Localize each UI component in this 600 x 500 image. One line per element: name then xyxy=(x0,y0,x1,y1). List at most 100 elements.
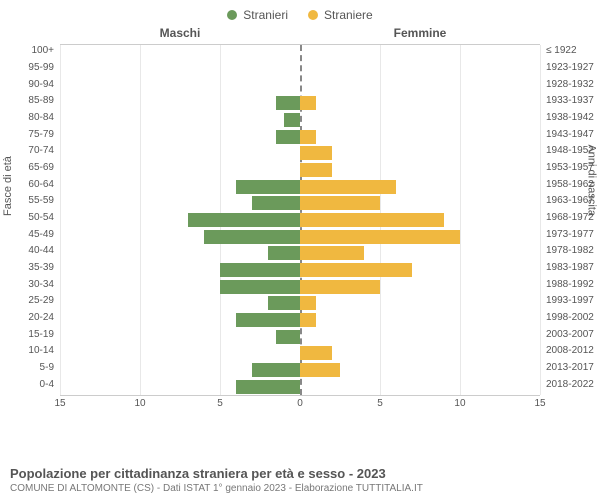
bar-male xyxy=(188,213,300,227)
bar-male xyxy=(284,113,300,127)
bar-wrap-male xyxy=(60,113,300,127)
age-label: 5-9 xyxy=(40,363,60,373)
legend-label-male: Stranieri xyxy=(243,8,288,22)
bar-female xyxy=(300,346,332,360)
bar-wrap-male xyxy=(60,230,300,244)
pyramid-row: 5-92013-2017 xyxy=(60,363,540,377)
bar-wrap-male xyxy=(60,196,300,210)
age-label: 10-14 xyxy=(28,346,60,356)
bar-wrap-female xyxy=(300,63,540,77)
pyramid-row: 90-941928-1932 xyxy=(60,80,540,94)
bar-wrap-female xyxy=(300,130,540,144)
pyramid-row: 60-641958-1962 xyxy=(60,180,540,194)
x-tick: 5 xyxy=(377,398,383,409)
legend: Stranieri Straniere xyxy=(0,0,600,26)
pyramid-row: 50-541968-1972 xyxy=(60,213,540,227)
legend-item-female: Straniere xyxy=(308,8,373,22)
bar-wrap-female xyxy=(300,280,540,294)
plot: 100+≤ 192295-991923-192790-941928-193285… xyxy=(60,44,540,396)
bar-wrap-female xyxy=(300,363,540,377)
bar-female xyxy=(300,363,340,377)
birth-year-label: 2018-2022 xyxy=(540,380,594,390)
bar-female xyxy=(300,230,460,244)
bar-female xyxy=(300,163,332,177)
bar-wrap-male xyxy=(60,296,300,310)
bar-wrap-female xyxy=(300,313,540,327)
bar-male xyxy=(252,196,300,210)
age-label: 80-84 xyxy=(28,113,60,123)
bar-wrap-female xyxy=(300,146,540,160)
bar-wrap-female xyxy=(300,346,540,360)
chart-title: Popolazione per cittadinanza straniera p… xyxy=(10,466,423,481)
pyramid-row: 85-891933-1937 xyxy=(60,96,540,110)
birth-year-label: 1943-1947 xyxy=(540,130,594,140)
bar-wrap-female xyxy=(300,296,540,310)
bar-female xyxy=(300,180,396,194)
bar-wrap-male xyxy=(60,313,300,327)
bar-female xyxy=(300,146,332,160)
pyramid-row: 30-341988-1992 xyxy=(60,280,540,294)
bar-female xyxy=(300,213,444,227)
pyramid-row: 65-691953-1957 xyxy=(60,163,540,177)
age-label: 0-4 xyxy=(40,380,60,390)
column-header-female: Femmine xyxy=(394,26,447,40)
bar-wrap-male xyxy=(60,380,300,394)
age-label: 40-44 xyxy=(28,246,60,256)
birth-year-label: 1933-1937 xyxy=(540,96,594,106)
pyramid-row: 15-192003-2007 xyxy=(60,330,540,344)
birth-year-label: 1998-2002 xyxy=(540,313,594,323)
age-label: 65-69 xyxy=(28,163,60,173)
bar-male xyxy=(276,330,300,344)
birth-year-label: 2013-2017 xyxy=(540,363,594,373)
birth-year-label: 1948-1952 xyxy=(540,146,594,156)
column-header-male: Maschi xyxy=(160,26,201,40)
pyramid-row: 80-841938-1942 xyxy=(60,113,540,127)
x-axis: 15105051015 xyxy=(60,398,540,416)
pyramid-row: 0-42018-2022 xyxy=(60,380,540,394)
bar-wrap-female xyxy=(300,196,540,210)
birth-year-label: 1993-1997 xyxy=(540,296,594,306)
bar-wrap-female xyxy=(300,330,540,344)
pyramid-row: 95-991923-1927 xyxy=(60,63,540,77)
bar-wrap-male xyxy=(60,363,300,377)
bar-wrap-male xyxy=(60,130,300,144)
age-label: 30-34 xyxy=(28,280,60,290)
age-label: 20-24 xyxy=(28,313,60,323)
age-label: 15-19 xyxy=(28,330,60,340)
bar-male xyxy=(268,246,300,260)
bar-male xyxy=(220,263,300,277)
chart-area: Maschi Femmine 100+≤ 192295-991923-19279… xyxy=(60,26,540,426)
bar-wrap-male xyxy=(60,330,300,344)
age-label: 45-49 xyxy=(28,230,60,240)
birth-year-label: ≤ 1922 xyxy=(540,46,577,56)
bar-wrap-male xyxy=(60,46,300,60)
birth-year-label: 1928-1932 xyxy=(540,80,594,90)
bar-wrap-female xyxy=(300,46,540,60)
bar-wrap-female xyxy=(300,113,540,127)
birth-year-label: 1963-1967 xyxy=(540,196,594,206)
age-label: 90-94 xyxy=(28,80,60,90)
footer: Popolazione per cittadinanza straniera p… xyxy=(10,466,423,494)
x-tick: 15 xyxy=(54,398,65,409)
bar-wrap-female xyxy=(300,163,540,177)
bar-wrap-female xyxy=(300,380,540,394)
bar-male xyxy=(276,130,300,144)
age-label: 35-39 xyxy=(28,263,60,273)
x-tick: 15 xyxy=(534,398,545,409)
bar-male xyxy=(220,280,300,294)
bar-male xyxy=(236,380,300,394)
birth-year-label: 1923-1927 xyxy=(540,63,594,73)
birth-year-label: 1958-1962 xyxy=(540,180,594,190)
birth-year-label: 2008-2012 xyxy=(540,346,594,356)
bar-female xyxy=(300,296,316,310)
bar-wrap-male xyxy=(60,346,300,360)
chart-subtitle: COMUNE DI ALTOMONTE (CS) - Dati ISTAT 1°… xyxy=(10,483,423,494)
bar-wrap-male xyxy=(60,163,300,177)
age-label: 85-89 xyxy=(28,96,60,106)
age-label: 95-99 xyxy=(28,63,60,73)
bar-female xyxy=(300,246,364,260)
birth-year-label: 1983-1987 xyxy=(540,263,594,273)
bar-wrap-female xyxy=(300,230,540,244)
birth-year-label: 1953-1957 xyxy=(540,163,594,173)
legend-swatch-male xyxy=(227,10,237,20)
